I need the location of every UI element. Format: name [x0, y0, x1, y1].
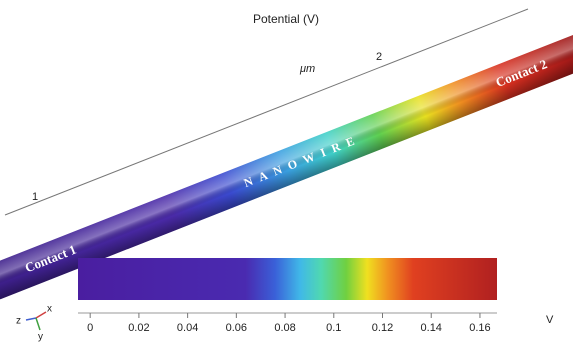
- colorbar-tick-label: 0.02: [128, 322, 149, 334]
- triad-label: x: [47, 304, 52, 315]
- ruler-unit: μm: [299, 63, 315, 75]
- triad-x: [36, 312, 46, 318]
- axis-triad: z x y: [16, 304, 52, 343]
- colorbar-tick-label: 0.06: [226, 322, 247, 334]
- colorbar-tick-label: 0: [87, 322, 93, 334]
- plot-title: Potential (V): [253, 12, 319, 26]
- triad-z: [26, 318, 36, 320]
- colorbar-tick-label: 0.12: [372, 322, 393, 334]
- model-view: Potential (V) 1 2 μm Contact 1 Contact 2…: [0, 0, 573, 343]
- colorbar-tick-label: 0.1: [326, 322, 341, 334]
- triad-label: z: [16, 316, 21, 327]
- colorbar-tick-label: 0.08: [274, 322, 295, 334]
- triad-label: y: [38, 332, 43, 343]
- colorbar-tick-label: 0.14: [421, 322, 442, 334]
- triad-y: [36, 318, 40, 330]
- ruler-label: 2: [376, 51, 382, 63]
- colorbar-unit: V: [546, 314, 554, 326]
- colorbar-tick-label: 0.04: [177, 322, 198, 334]
- ruler-label: 1: [32, 191, 38, 203]
- colorbar-tick-label: 0.16: [469, 322, 490, 334]
- colorbar: [78, 258, 497, 300]
